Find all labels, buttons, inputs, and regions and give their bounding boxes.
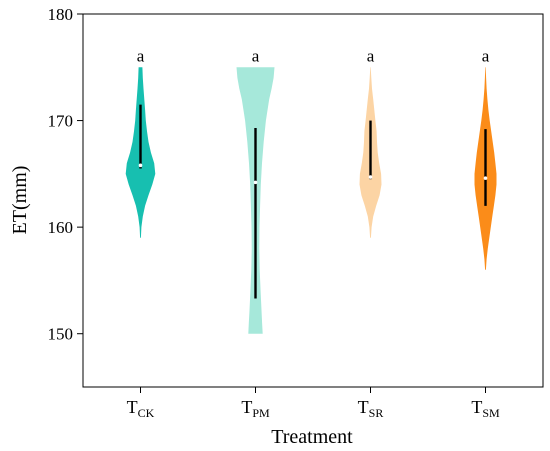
significance-letter: a bbox=[367, 46, 375, 65]
median-dot-sr bbox=[368, 175, 373, 179]
x-tick-label: TSR bbox=[358, 397, 384, 420]
median-dot-pm bbox=[253, 180, 258, 185]
x-tick-label: TPM bbox=[241, 397, 270, 420]
x-tick-label: TCK bbox=[127, 397, 155, 420]
y-axis: 150 160 170 180 bbox=[48, 5, 83, 344]
x-axis-label: Treatment bbox=[271, 426, 353, 448]
x-tick-label: TSM bbox=[471, 397, 500, 420]
y-tick-label: 160 bbox=[48, 218, 74, 237]
significance-letter: a bbox=[137, 46, 145, 65]
significance-letter: a bbox=[252, 46, 260, 65]
y-tick-label: 150 bbox=[48, 325, 74, 344]
plot-frame bbox=[82, 13, 544, 388]
y-tick-label: 180 bbox=[48, 5, 74, 24]
median-dot-ck bbox=[138, 163, 143, 168]
y-axis-label: ET(mm) bbox=[9, 166, 31, 235]
median-dot-sm bbox=[483, 176, 488, 180]
x-axis: TCK TPM TSR TSM bbox=[127, 387, 500, 420]
significance-letter: a bbox=[482, 46, 490, 65]
y-tick-label: 170 bbox=[48, 112, 74, 131]
